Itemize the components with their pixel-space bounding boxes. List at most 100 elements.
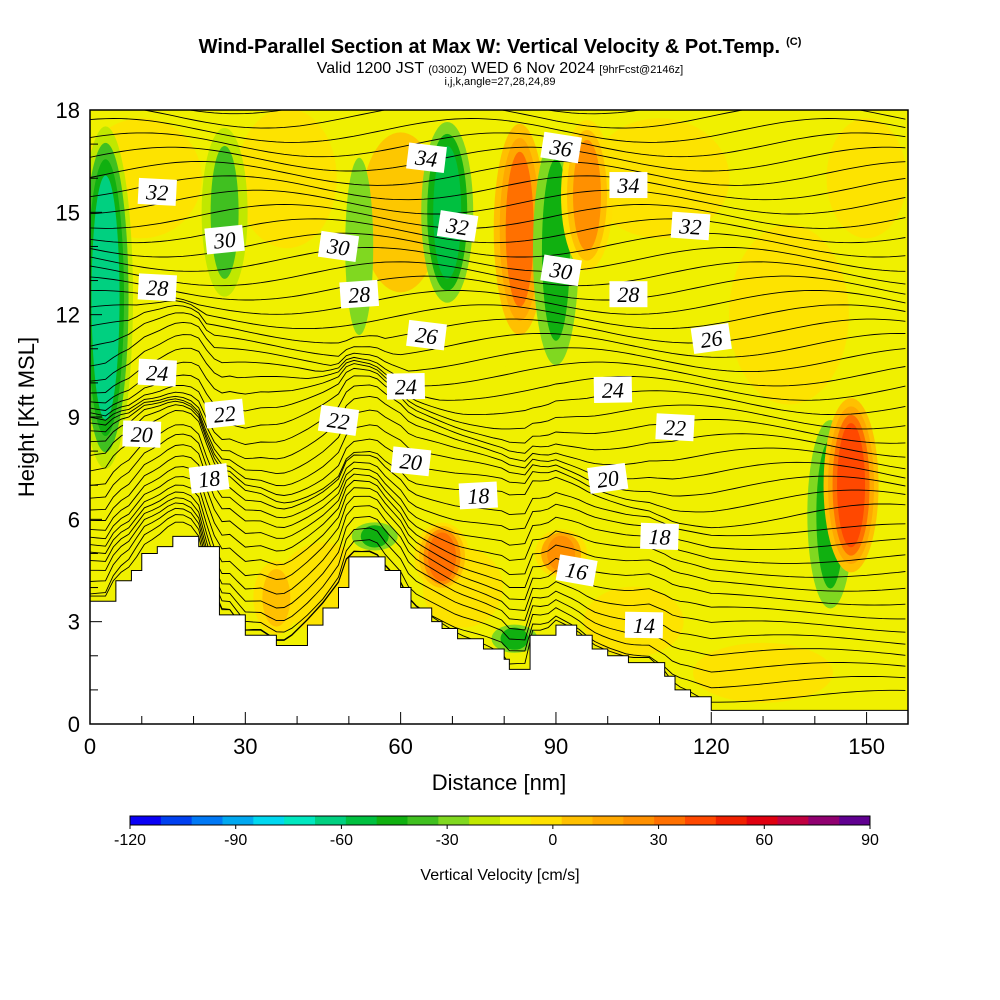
field-region xyxy=(236,110,337,249)
theta-contour xyxy=(90,146,906,172)
contour-label-bg xyxy=(436,210,479,242)
contour-label-text: 24 xyxy=(395,374,417,399)
colorbar-swatch xyxy=(469,816,501,825)
contour-label-text: 26 xyxy=(414,322,439,349)
title-text: Wind-Parallel Section at Max W: Vertical… xyxy=(198,36,781,58)
contour-label-box: 28 xyxy=(137,273,177,302)
x-axis-title: Distance [nm] xyxy=(432,770,567,795)
velocity-core xyxy=(505,151,534,307)
valid-utc: (0300Z) xyxy=(428,64,467,76)
copyright-mark: (C) xyxy=(786,36,802,49)
contour-label-bg xyxy=(204,224,245,255)
contour-label-text: 30 xyxy=(325,233,351,261)
contour-label-bg xyxy=(593,376,633,404)
colorbar-tick-label: 0 xyxy=(548,832,557,849)
contour-label-text: 32 xyxy=(145,179,169,205)
field-region xyxy=(621,415,802,556)
contour-label-text: 30 xyxy=(211,227,236,254)
contour-label-box: 30 xyxy=(204,224,245,255)
contour-label-bg xyxy=(137,358,177,387)
colorbar-swatch xyxy=(222,816,254,825)
contour-label-bg xyxy=(458,481,498,510)
contour-label-bg xyxy=(188,463,230,494)
grid-indices: i,j,k,angle=27,28,24,89 xyxy=(444,76,556,88)
y-tick-label: 15 xyxy=(56,200,80,225)
theta-contour xyxy=(90,347,906,401)
contour-label-text: 22 xyxy=(212,401,236,428)
contour-label-bg xyxy=(640,522,679,551)
theta-contour xyxy=(90,334,906,387)
contour-label-text: 28 xyxy=(347,281,371,307)
colorbar-swatch xyxy=(777,816,809,825)
field-region xyxy=(826,118,907,239)
theta-contour xyxy=(90,455,906,578)
colorbar-swatch xyxy=(315,816,347,825)
colorbar-tick-label: -30 xyxy=(436,832,459,849)
contour-label-box: 34 xyxy=(609,172,648,199)
theta-contour xyxy=(90,476,906,606)
colorbar-swatch xyxy=(130,816,162,825)
contour-label-bg xyxy=(540,131,582,164)
contour-label-text: 14 xyxy=(633,613,655,638)
terrain-profile xyxy=(90,535,908,724)
x-tick-label: 0 xyxy=(84,734,96,759)
contour-label-box: 16 xyxy=(555,554,598,587)
contour-label-box: 22 xyxy=(317,404,360,436)
velocity-core xyxy=(262,568,291,627)
contour-label-box: 36 xyxy=(540,131,582,164)
colorbar-swatch xyxy=(160,816,193,825)
colorbar-swatch xyxy=(530,816,563,825)
contour-label-text: 28 xyxy=(146,275,169,301)
theta-contour xyxy=(90,361,906,416)
contour-label-text: 20 xyxy=(595,465,620,493)
theta-contour xyxy=(90,261,906,287)
contour-labels: 32 30 28 24 22 20 18 30 28 22 34 32 26 24 20 18 36 30 34 28… xyxy=(122,131,732,639)
valid-date: WED 6 Nov 2024 xyxy=(471,60,595,77)
theta-contour xyxy=(90,444,906,564)
field-region xyxy=(728,224,849,405)
contour-label-text: 24 xyxy=(146,360,169,386)
contour-label-bg xyxy=(624,611,664,639)
contour-label-box: 32 xyxy=(670,211,711,241)
field-region xyxy=(693,642,834,703)
y-tick-label: 6 xyxy=(68,507,80,532)
colorbar-swatch xyxy=(284,816,316,825)
contour-label-bg xyxy=(317,404,360,436)
contour-label-box: 24 xyxy=(137,358,177,387)
theta-contour xyxy=(90,161,906,186)
contour-label-box: 32 xyxy=(436,210,479,242)
colorbar-swatch xyxy=(685,816,717,825)
velocity-core xyxy=(428,532,457,582)
theta-contour xyxy=(90,204,906,229)
contour-label-box: 30 xyxy=(540,254,582,287)
contour-label-bg xyxy=(122,420,162,448)
colorbar-swatch xyxy=(376,816,408,825)
contour-label-bg xyxy=(137,177,177,206)
theta-contour xyxy=(90,132,906,158)
contour-label-bg xyxy=(655,413,695,442)
contour-label-text: 20 xyxy=(399,448,423,475)
contour-label-box: 30 xyxy=(317,230,360,262)
chart-subtitle: Valid 1200 JST (0300Z) WED 6 Nov 2024 [9… xyxy=(0,60,1000,78)
contour-label-box: 18 xyxy=(188,463,230,494)
contour-label-text: 34 xyxy=(616,173,639,198)
contour-label-text: 28 xyxy=(617,282,639,307)
x-tick-label: 90 xyxy=(544,734,568,759)
forecast-info: [9hrFcst@2146z] xyxy=(599,64,684,76)
contour-label-text: 34 xyxy=(413,144,439,172)
contour-label-box: 26 xyxy=(690,323,732,355)
contour-label-bg xyxy=(386,372,426,400)
colorbar-tick-label: 30 xyxy=(650,832,668,849)
y-tick-label: 3 xyxy=(68,610,80,635)
y-axis-title: Height [Kft MSL] xyxy=(14,337,39,497)
contour-label-box: 20 xyxy=(122,420,162,448)
contour-label-box: 24 xyxy=(386,372,426,400)
colorbar-swatch xyxy=(592,816,624,825)
colorbar-swatch xyxy=(253,816,285,825)
y-tick-label: 12 xyxy=(56,303,80,328)
colorbar-swatch xyxy=(715,816,748,825)
theta-contour xyxy=(90,118,906,143)
contour-label-box: 18 xyxy=(640,522,679,551)
theta-contour xyxy=(90,76,905,100)
